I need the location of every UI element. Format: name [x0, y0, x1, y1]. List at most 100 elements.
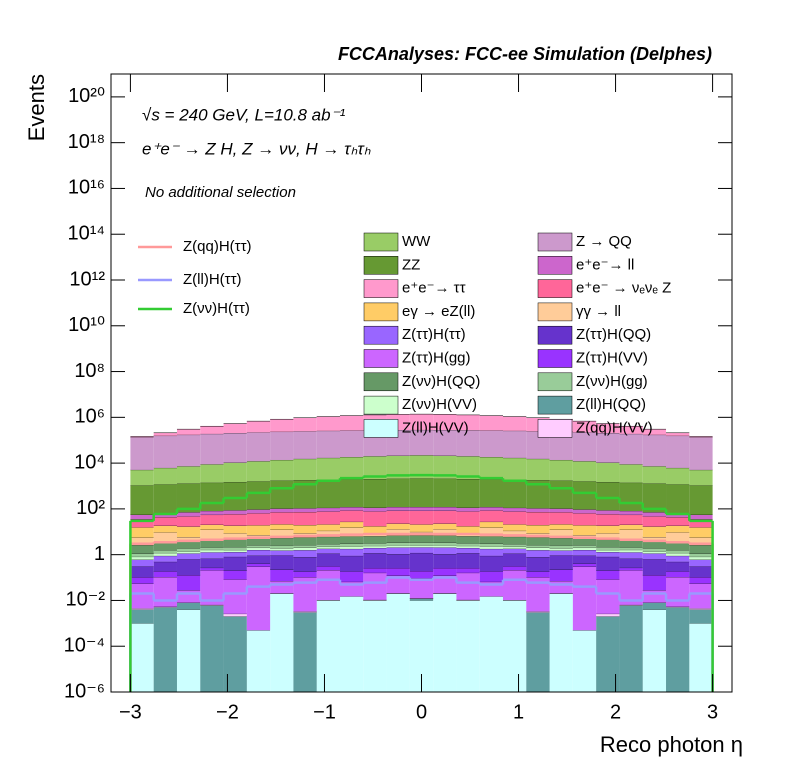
- bar: [480, 507, 503, 510]
- bar: [550, 481, 573, 509]
- bar: [154, 517, 177, 526]
- bar: [224, 552, 247, 557]
- bar: [270, 481, 293, 509]
- bar: [526, 550, 549, 557]
- bar: [293, 525, 316, 533]
- bar: [154, 550, 177, 553]
- bar: [526, 459, 549, 480]
- y-tick-label: 10¹⁸: [68, 131, 105, 153]
- bar: [177, 610, 200, 692]
- y-tick-label: 10¹⁰: [68, 314, 105, 336]
- bar: [177, 541, 200, 548]
- bar: [247, 545, 270, 548]
- bar: [177, 466, 200, 483]
- bar: [410, 547, 433, 553]
- bar: [666, 543, 689, 551]
- bar: [410, 511, 433, 525]
- bar: [573, 481, 596, 509]
- bar: [270, 509, 293, 513]
- bar: [550, 512, 573, 524]
- bar: [363, 536, 386, 543]
- bar: [154, 571, 177, 577]
- bar: [247, 567, 270, 631]
- bar: [456, 546, 479, 548]
- bar: [643, 610, 666, 692]
- bar: [317, 547, 340, 549]
- bar: [689, 577, 712, 583]
- bar: [224, 540, 247, 547]
- bar: [619, 434, 642, 464]
- annotation: No additional selection: [145, 184, 296, 201]
- bar: [573, 548, 596, 550]
- bar: [480, 522, 503, 528]
- bar: [550, 555, 573, 569]
- bar: [340, 457, 363, 479]
- legend-label: eγ → eZ(ll): [402, 303, 475, 320]
- bar: [480, 510, 503, 521]
- bar: [526, 537, 549, 545]
- bar: [154, 436, 177, 468]
- legend-label: e⁺e⁻→ ττ: [402, 280, 466, 297]
- bar: [154, 526, 177, 533]
- bar: [526, 557, 549, 571]
- bar: [293, 557, 316, 571]
- bar: [340, 416, 363, 431]
- bar: [247, 509, 270, 513]
- plot-area: [130, 414, 712, 692]
- bar: [200, 434, 223, 464]
- bar: [689, 527, 712, 537]
- x-tick-label: −1: [313, 701, 336, 723]
- bar: [154, 468, 177, 485]
- bar: [317, 570, 340, 600]
- bar: [317, 431, 340, 458]
- bar: [247, 548, 270, 550]
- bar: [643, 541, 666, 548]
- legend-label: WW: [402, 233, 431, 250]
- bar: [224, 463, 247, 482]
- bar: [340, 596, 363, 692]
- bar: [666, 553, 689, 556]
- bar: [433, 479, 456, 507]
- bar: [573, 525, 596, 535]
- bar: [200, 559, 223, 568]
- bar: [363, 546, 386, 548]
- y-tick-label: 10⁻⁴: [64, 635, 105, 657]
- bar: [596, 433, 619, 463]
- bar: [293, 545, 316, 548]
- bar: [596, 482, 619, 510]
- bar: [247, 513, 270, 525]
- bar: [293, 508, 316, 512]
- y-axis-label: Events: [24, 74, 49, 141]
- bar: [596, 463, 619, 482]
- bar: [177, 516, 200, 526]
- bar: [596, 540, 619, 547]
- bar: [503, 458, 526, 480]
- bar: [526, 545, 549, 548]
- legend-swatch: [364, 350, 398, 368]
- bar: [177, 512, 200, 516]
- x-tick-label: 0: [416, 701, 427, 723]
- bar: [433, 507, 456, 511]
- chart-title: FCCAnalyses: FCC-ee Simulation (Delphes): [338, 44, 712, 64]
- bar: [130, 527, 153, 537]
- bar: [433, 547, 456, 554]
- bar: [130, 554, 153, 557]
- bar: [550, 538, 573, 545]
- bar: [456, 543, 479, 546]
- bar: [596, 510, 619, 514]
- bar: [666, 468, 689, 485]
- bar: [596, 579, 619, 613]
- bar: [689, 584, 712, 609]
- bar: [643, 551, 666, 553]
- bar: [200, 550, 223, 552]
- legend-swatch: [364, 373, 398, 391]
- bar: [340, 479, 363, 507]
- bar: [200, 511, 223, 515]
- bar: [619, 559, 642, 568]
- bar: [200, 552, 223, 558]
- bar: [456, 548, 479, 553]
- bar: [363, 600, 386, 692]
- bar: [130, 584, 153, 609]
- bar: [200, 540, 223, 547]
